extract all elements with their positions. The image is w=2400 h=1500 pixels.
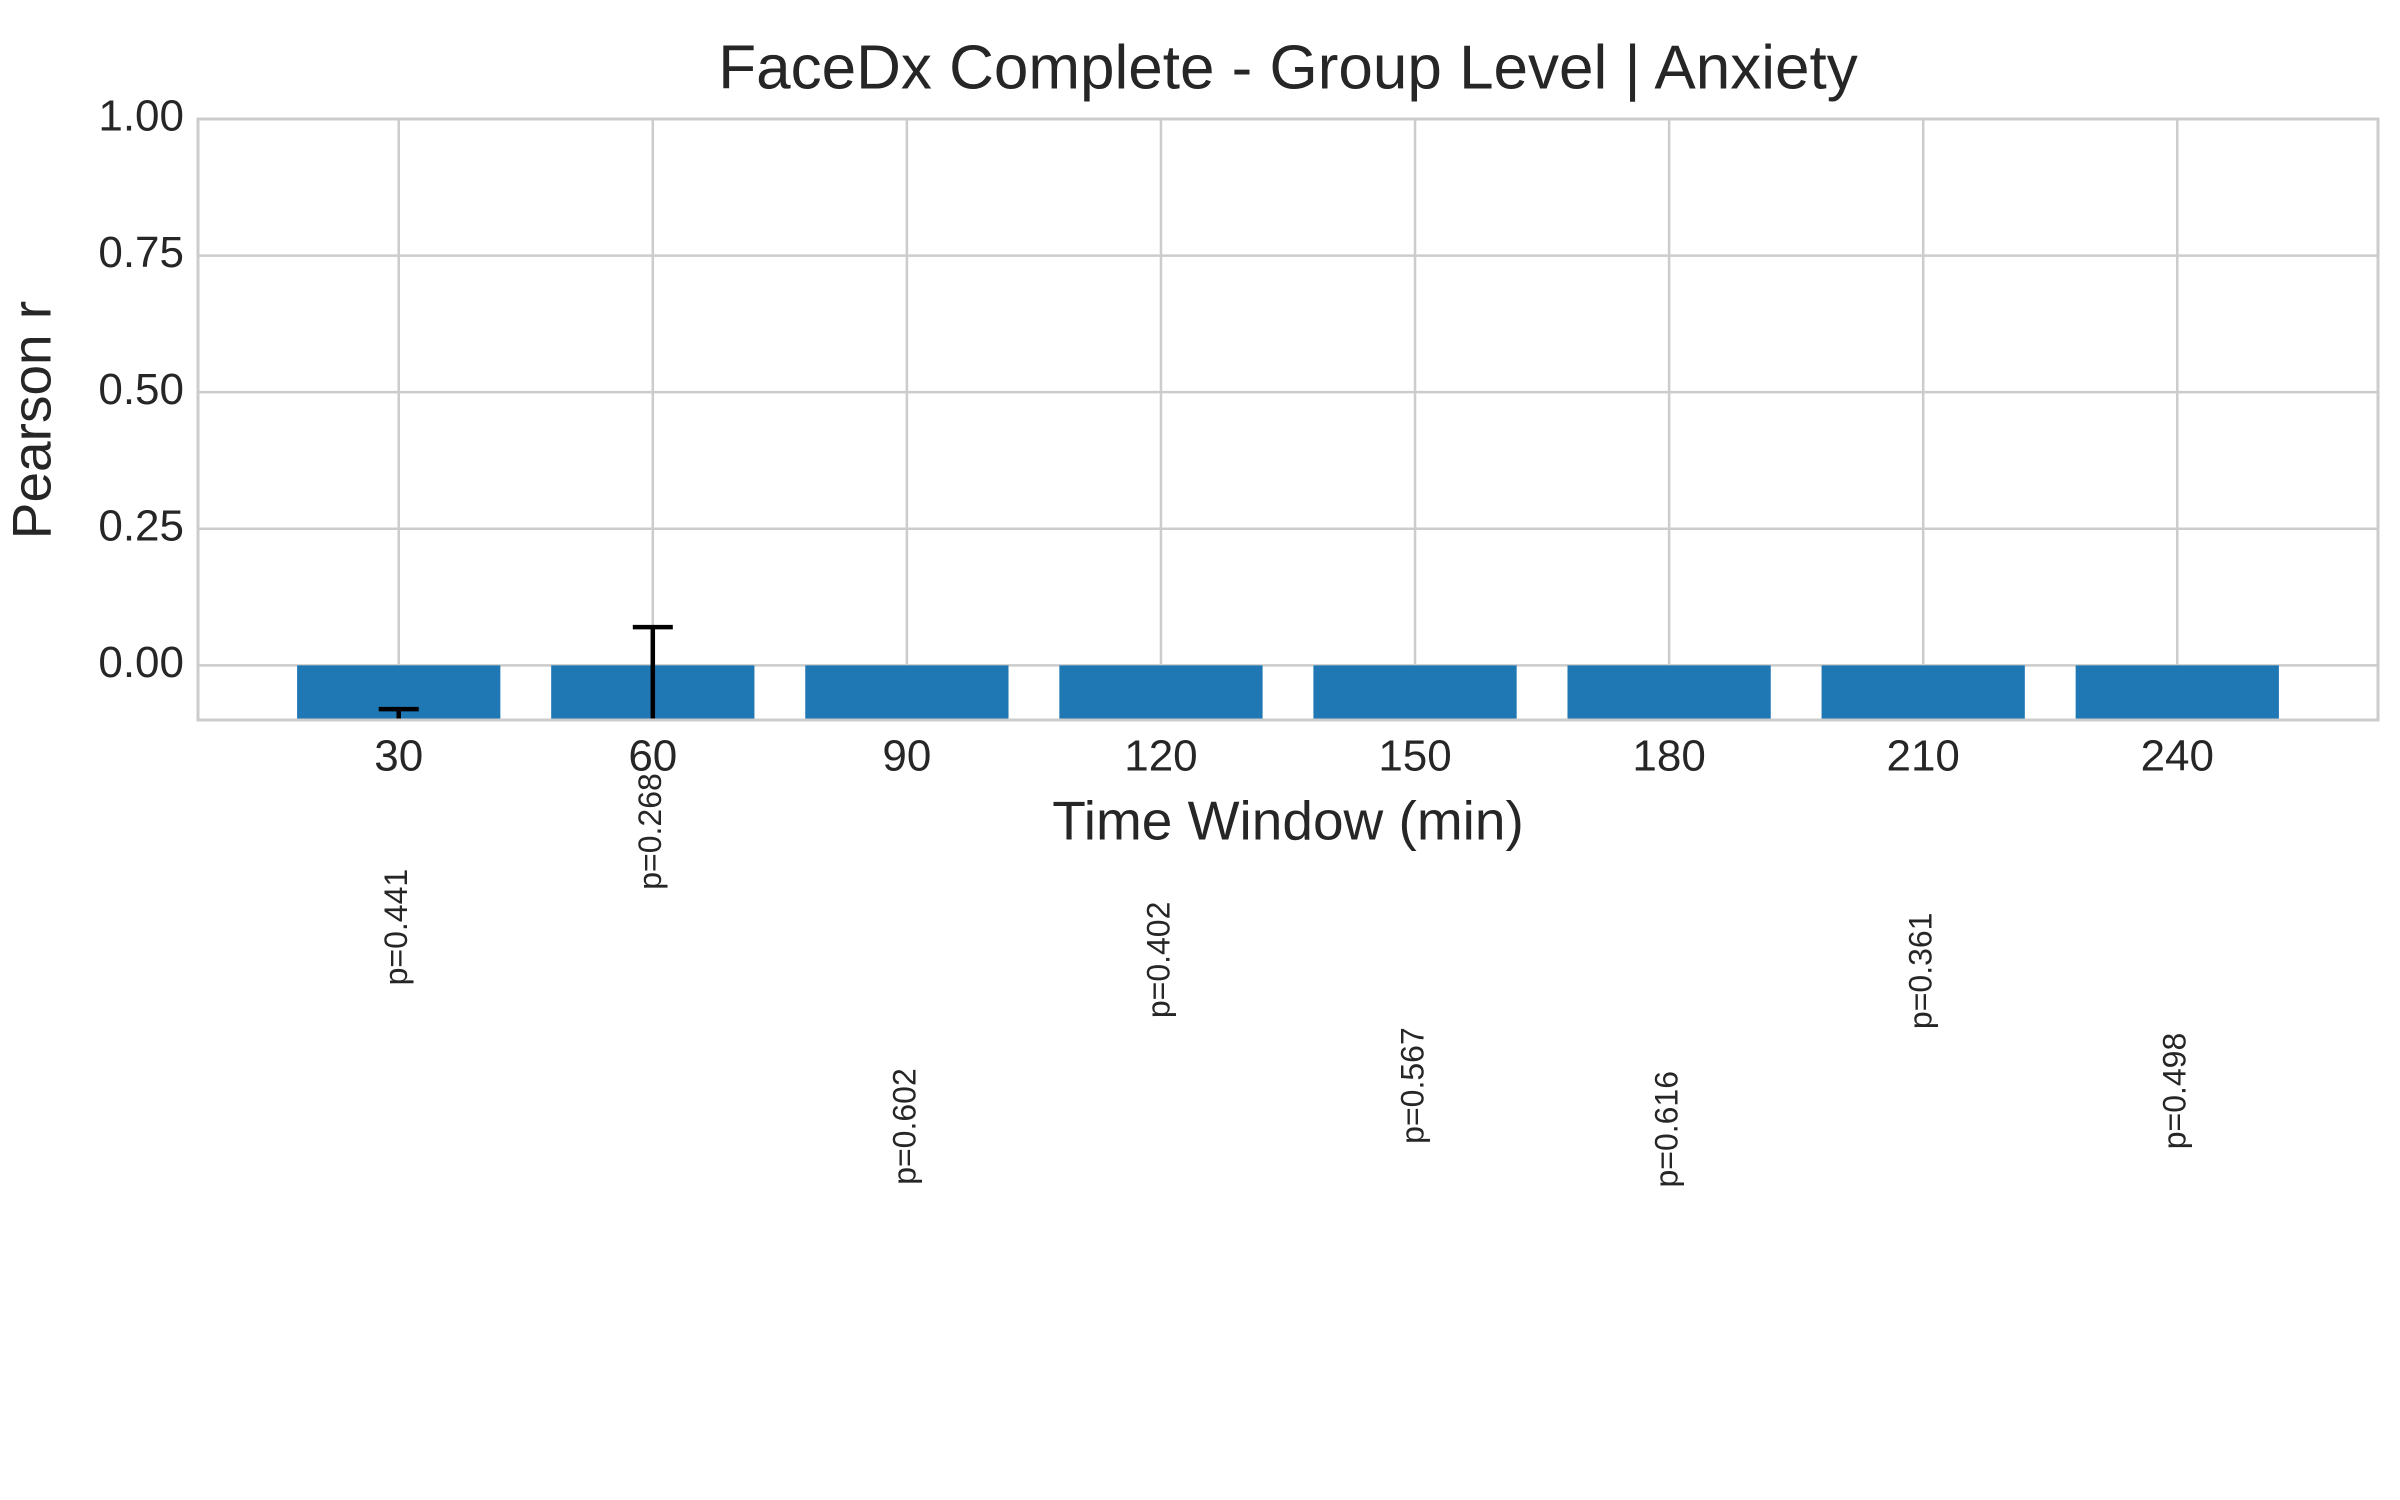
x-tick-label: 30 [374,732,423,781]
y-tick-label: 0.75 [98,228,184,277]
plot-frame [196,117,2380,722]
x-tick-label: 240 [2141,732,2214,781]
bar [1313,665,1517,720]
bar [2075,665,2279,720]
x-tick-label: 60 [628,732,677,781]
grid [198,117,2378,720]
x-tick-label: 210 [1886,732,1959,781]
y-axis-label: Pearson r [1,301,63,539]
x-tick-label: 120 [1124,732,1197,781]
p-value-label: p=0.567 [1394,1027,1430,1144]
y-tick-label: 1.00 [98,92,184,141]
chart-title: FaceDx Complete - Group Level | Anxiety [718,33,1858,102]
bar [805,665,1009,720]
x-tick-label: 90 [882,732,931,781]
bars [297,624,2279,720]
p-value-label: p=0.361 [1903,913,1939,1030]
y-tick-label: 0.00 [98,638,184,687]
p-value-label: p=0.602 [886,1068,922,1185]
bar [1059,665,1263,720]
bar [1567,665,1771,720]
p-value-label: p=0.268 [632,773,668,890]
labels: 0.00 0.25 0.50 0.75 1.00 30 60 90 120 150 180 210 24… [98,92,2214,1188]
p-value-label: p=0.616 [1649,1071,1685,1188]
x-tick-label: 150 [1378,732,1451,781]
bar [1821,665,2025,720]
y-tick-label: 0.25 [98,501,184,550]
p-value-label: p=0.402 [1140,902,1176,1019]
p-value-label: p=0.441 [378,869,414,986]
x-tick-label: 180 [1632,732,1705,781]
y-tick-label: 0.50 [98,365,184,414]
p-value-label: p=0.498 [2157,1033,2193,1150]
x-axis-label: Time Window (min) [1052,790,1524,852]
